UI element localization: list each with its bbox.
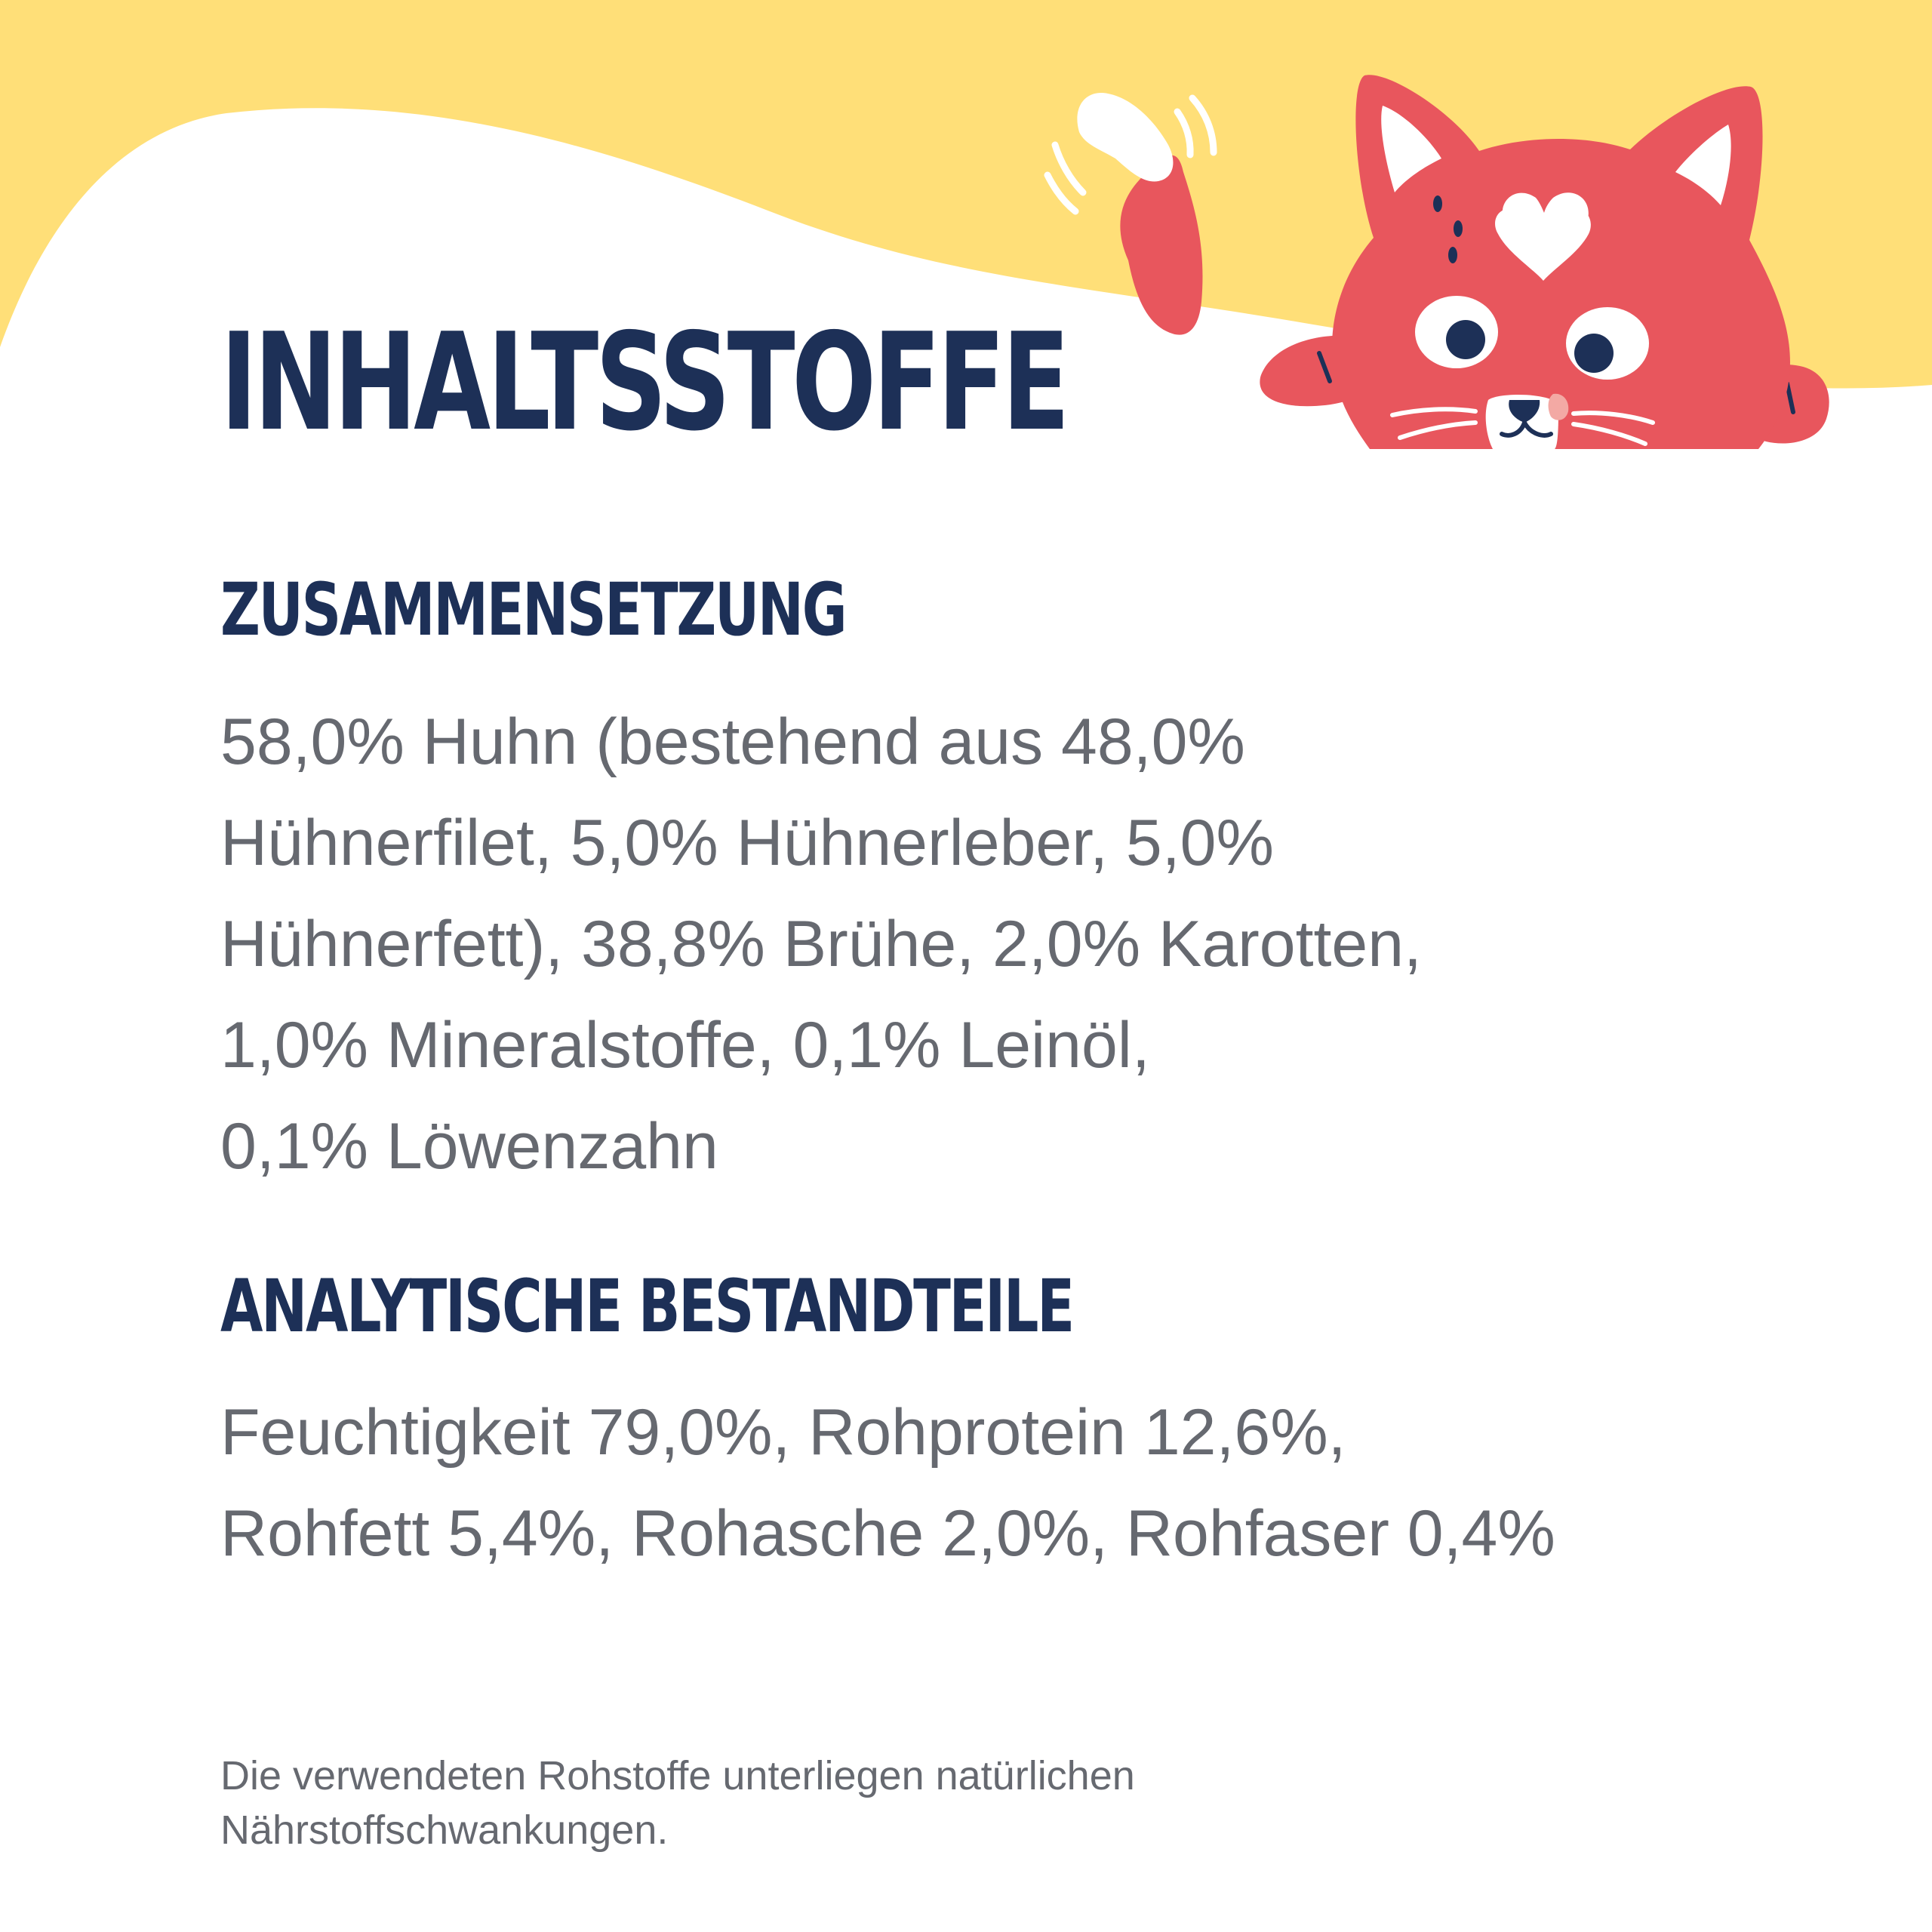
analytical-text: Feuchtigkeit 79,0%, Rohprotein 12,6%, Ro…	[220, 1382, 1555, 1584]
composition-line: 0,1% Löwenzahn	[220, 1110, 718, 1183]
composition-line: 58,0% Huhn (bestehend aus 48,0%	[220, 706, 1245, 778]
analytical-heading: ANALYTISCHE BESTANDTEILE	[220, 1264, 1075, 1349]
footnote-line: Nährstoffschwankungen.	[220, 1807, 669, 1853]
composition-line: Hühnerfilet, 5,0% Hühnerleber, 5,0%	[220, 807, 1274, 879]
analytical-line: Feuchtigkeit 79,0%, Rohprotein 12,6%,	[220, 1396, 1346, 1469]
footnote-line: Die verwendeten Rohstoffe unterliegen na…	[220, 1753, 1135, 1798]
composition-text: 58,0% Huhn (bestehend aus 48,0% Hühnerfi…	[220, 691, 1422, 1197]
composition-line: 1,0% Mineralstoffe, 0,1% Leinöl,	[220, 1009, 1150, 1081]
composition-heading: ZUSAMMENSETZUNG	[220, 568, 848, 652]
page-title: INHALTSSTOFFE	[220, 304, 1070, 460]
footnote: Die verwendeten Rohstoffe unterliegen na…	[220, 1749, 1135, 1857]
cat-icon	[1044, 75, 1829, 449]
composition-line: Hühnerfett), 38,8% Brühe, 2,0% Karotten,	[220, 908, 1422, 980]
analytical-line: Rohfett 5,4%, Rohasche 2,0%, Rohfaser 0,…	[220, 1497, 1555, 1570]
